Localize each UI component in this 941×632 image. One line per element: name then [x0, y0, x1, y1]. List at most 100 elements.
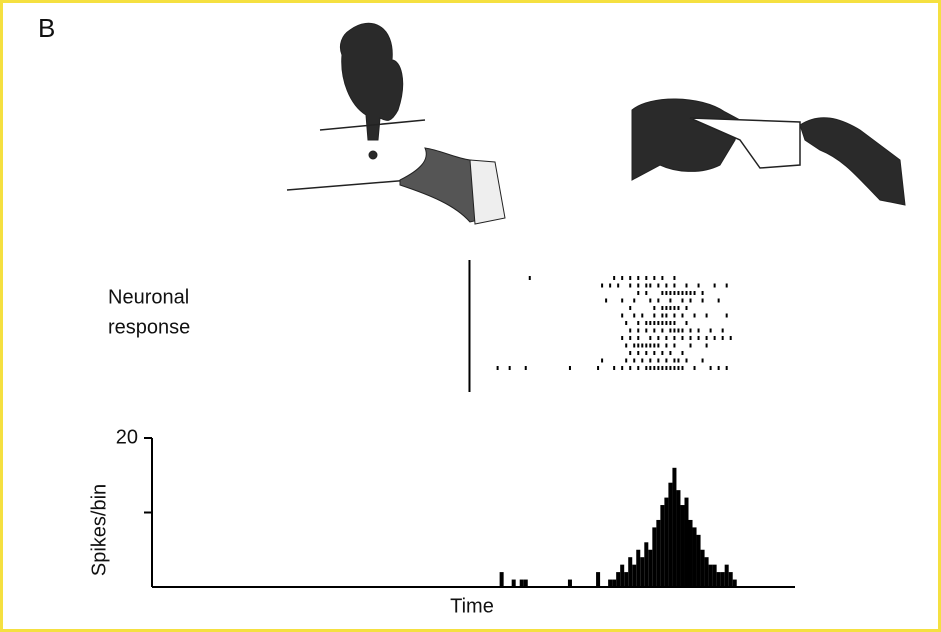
spike [621, 336, 623, 340]
bar [676, 490, 680, 587]
spike [685, 321, 687, 325]
spike [673, 291, 675, 295]
spike [702, 299, 704, 303]
bar [628, 557, 632, 587]
spike [669, 329, 671, 333]
bar [672, 468, 676, 587]
spike [657, 321, 659, 325]
spike [673, 306, 675, 310]
bar [717, 572, 721, 587]
spike [669, 321, 671, 325]
spike [633, 344, 635, 348]
bar [596, 572, 600, 587]
spike [529, 276, 531, 280]
spike [629, 351, 631, 355]
spike [661, 321, 663, 325]
bar [616, 572, 620, 587]
bar [709, 565, 713, 587]
bar [612, 580, 616, 587]
spike [669, 366, 671, 370]
spike [677, 359, 679, 363]
spike [673, 336, 675, 340]
spike [673, 321, 675, 325]
spike [633, 299, 635, 303]
spike [645, 291, 647, 295]
spike [625, 344, 627, 348]
spike [726, 366, 728, 370]
spike [673, 314, 675, 318]
bar [668, 483, 672, 587]
spike [698, 336, 700, 340]
spike [714, 284, 716, 288]
bar [713, 565, 717, 587]
spike [637, 366, 639, 370]
bar [512, 580, 516, 587]
bar [608, 580, 612, 587]
spike [633, 359, 635, 363]
spike [681, 336, 683, 340]
spike [694, 366, 696, 370]
spike [633, 314, 635, 318]
spike [645, 344, 647, 348]
spike [629, 336, 631, 340]
spike [661, 276, 663, 280]
spike [685, 291, 687, 295]
bar [648, 550, 652, 587]
spike [629, 284, 631, 288]
spike [673, 344, 675, 348]
spike [653, 344, 655, 348]
spike [597, 366, 599, 370]
spike [641, 314, 643, 318]
spike [690, 299, 692, 303]
spike [673, 366, 675, 370]
spike [653, 329, 655, 333]
bar [697, 535, 701, 587]
spike [673, 276, 675, 280]
spike [637, 344, 639, 348]
spike [601, 359, 603, 363]
spike [645, 351, 647, 355]
x-axis-label: Time [450, 595, 494, 617]
spike [613, 366, 615, 370]
spike [601, 284, 603, 288]
spike [649, 359, 651, 363]
spike [625, 359, 627, 363]
spike [698, 329, 700, 333]
spike [690, 329, 692, 333]
spike [710, 329, 712, 333]
spike [706, 344, 708, 348]
spike [685, 284, 687, 288]
spike [722, 336, 724, 340]
spike [661, 329, 663, 333]
spike [681, 366, 683, 370]
spike [621, 314, 623, 318]
spike [657, 344, 659, 348]
bar [660, 505, 664, 587]
panel-label: B [38, 13, 55, 43]
spike [621, 366, 623, 370]
spike [677, 329, 679, 333]
spike [657, 284, 659, 288]
spike [525, 366, 527, 370]
bar [568, 580, 572, 587]
spike [637, 291, 639, 295]
spike [645, 366, 647, 370]
spike [665, 321, 667, 325]
spike [685, 359, 687, 363]
spike [637, 329, 639, 333]
bar [725, 565, 729, 587]
spike [730, 336, 732, 340]
spike [669, 299, 671, 303]
spike [649, 366, 651, 370]
bar [680, 505, 684, 587]
bar [620, 565, 624, 587]
spike [669, 306, 671, 310]
spike [653, 314, 655, 318]
spike [641, 344, 643, 348]
spike [621, 276, 623, 280]
spike [726, 284, 728, 288]
spike [629, 306, 631, 310]
bar [721, 572, 725, 587]
spike [698, 284, 700, 288]
spike [681, 299, 683, 303]
